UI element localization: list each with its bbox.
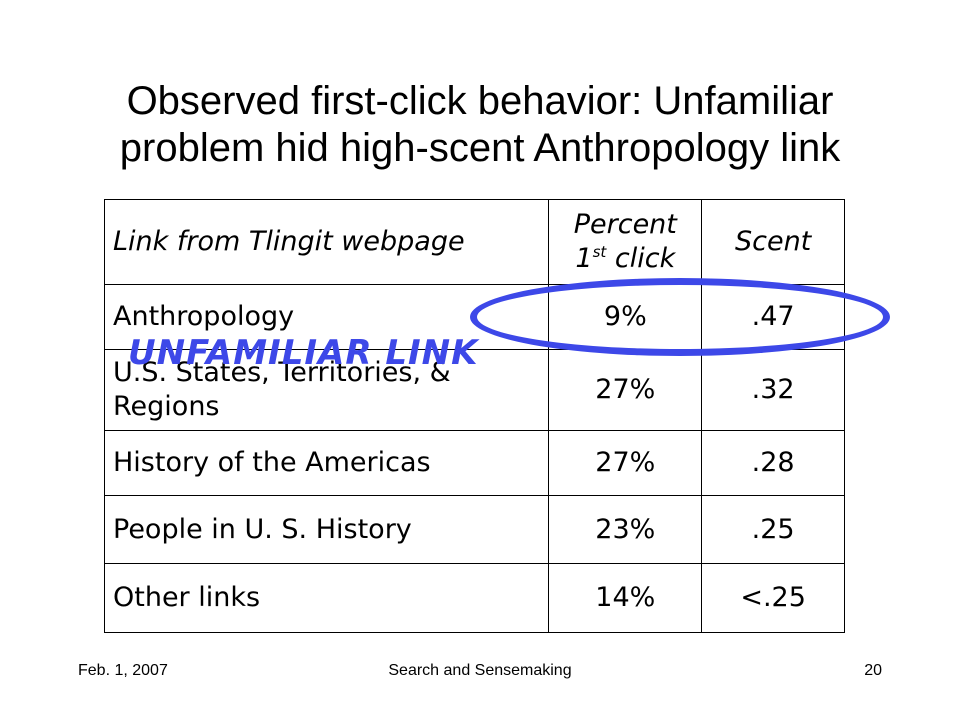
title-line-2: problem hid high-scent Anthropology link xyxy=(119,126,841,170)
footer-date: Feb. 1, 2007 xyxy=(78,662,168,679)
row-link: People in U. S. History xyxy=(103,495,550,564)
table-row: Other links 14% <.25 xyxy=(103,563,845,633)
unfamiliar-link-annotation: UNFAMILIAR LINK xyxy=(128,333,479,373)
header-percent-text: click xyxy=(606,243,676,274)
row-percent: 27% xyxy=(548,349,703,431)
page-number: 20 xyxy=(864,662,882,679)
row-percent: 23% xyxy=(548,495,703,564)
slide-title: Observed first-click behavior: Unfamilia… xyxy=(0,78,960,172)
table-row: History of the Americas 27% .28 xyxy=(103,430,845,496)
header-percent-line1: Percent xyxy=(573,209,677,240)
header-percent-num: 1 xyxy=(575,243,593,274)
table-header-row: Link from Tlingit webpage Percent 1st cl… xyxy=(103,199,845,285)
row-scent: .25 xyxy=(701,495,845,564)
row-scent: .32 xyxy=(701,349,845,431)
table-row: People in U. S. History 23% .25 xyxy=(103,495,845,564)
row-percent: 14% xyxy=(548,563,703,633)
header-percent-line2: 1st click xyxy=(549,242,701,276)
row-scent: <.25 xyxy=(701,563,845,633)
row-link: Other links xyxy=(103,563,550,633)
title-line-1: Observed first-click behavior: Unfamilia… xyxy=(126,79,834,123)
row-link: History of the Americas xyxy=(103,430,550,496)
row-percent: 27% xyxy=(548,430,703,496)
highlight-ellipse xyxy=(470,278,890,356)
header-link: Link from Tlingit webpage xyxy=(103,199,550,285)
row-scent: .28 xyxy=(701,430,845,496)
header-percent: Percent 1st click xyxy=(548,199,703,285)
link-scent-table: Link from Tlingit webpage Percent 1st cl… xyxy=(103,199,845,633)
footer-title: Search and Sensemaking xyxy=(388,662,572,679)
row-link-line1: U.S. States, Territories, & xyxy=(113,357,451,388)
header-scent: Scent xyxy=(701,199,845,285)
header-percent-sup: st xyxy=(592,243,607,261)
row-link-line2: Regions xyxy=(113,391,220,422)
